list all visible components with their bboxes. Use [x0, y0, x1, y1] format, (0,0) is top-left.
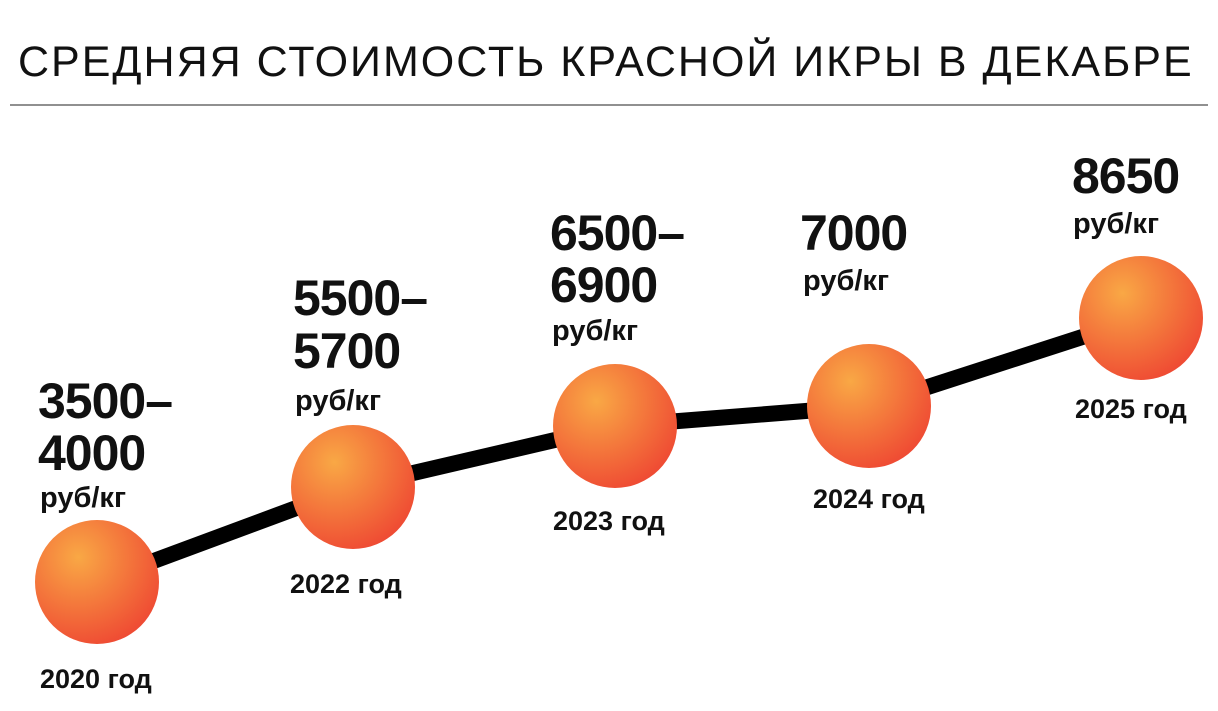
year: 2022 год — [290, 569, 402, 599]
node-circle — [807, 344, 931, 468]
year: 2023 год — [553, 506, 665, 536]
year: 2025 год — [1075, 394, 1187, 424]
price: 8650 — [1072, 148, 1179, 204]
unit: руб/кг — [803, 265, 889, 297]
node-circle — [553, 364, 677, 488]
price: 5700 — [293, 323, 400, 379]
unit: руб/кг — [1073, 208, 1159, 240]
unit: руб/кг — [552, 315, 638, 347]
unit: руб/кг — [40, 482, 126, 514]
node-circle — [291, 425, 415, 549]
price: 3500– — [38, 373, 172, 429]
year: 2024 год — [813, 484, 925, 514]
title: СРЕДНЯЯ СТОИМОСТЬ КРАСНОЙ ИКРЫ В ДЕКАБРЕ — [18, 37, 1194, 86]
year: 2020 год — [40, 664, 152, 694]
price: 4000 — [38, 425, 145, 481]
price: 5500– — [293, 270, 427, 326]
price: 7000 — [800, 205, 907, 261]
node-circle — [35, 520, 159, 644]
price: 6900 — [550, 257, 657, 313]
node-circle — [1079, 256, 1203, 380]
price: 6500– — [550, 205, 684, 261]
unit: руб/кг — [295, 385, 381, 417]
